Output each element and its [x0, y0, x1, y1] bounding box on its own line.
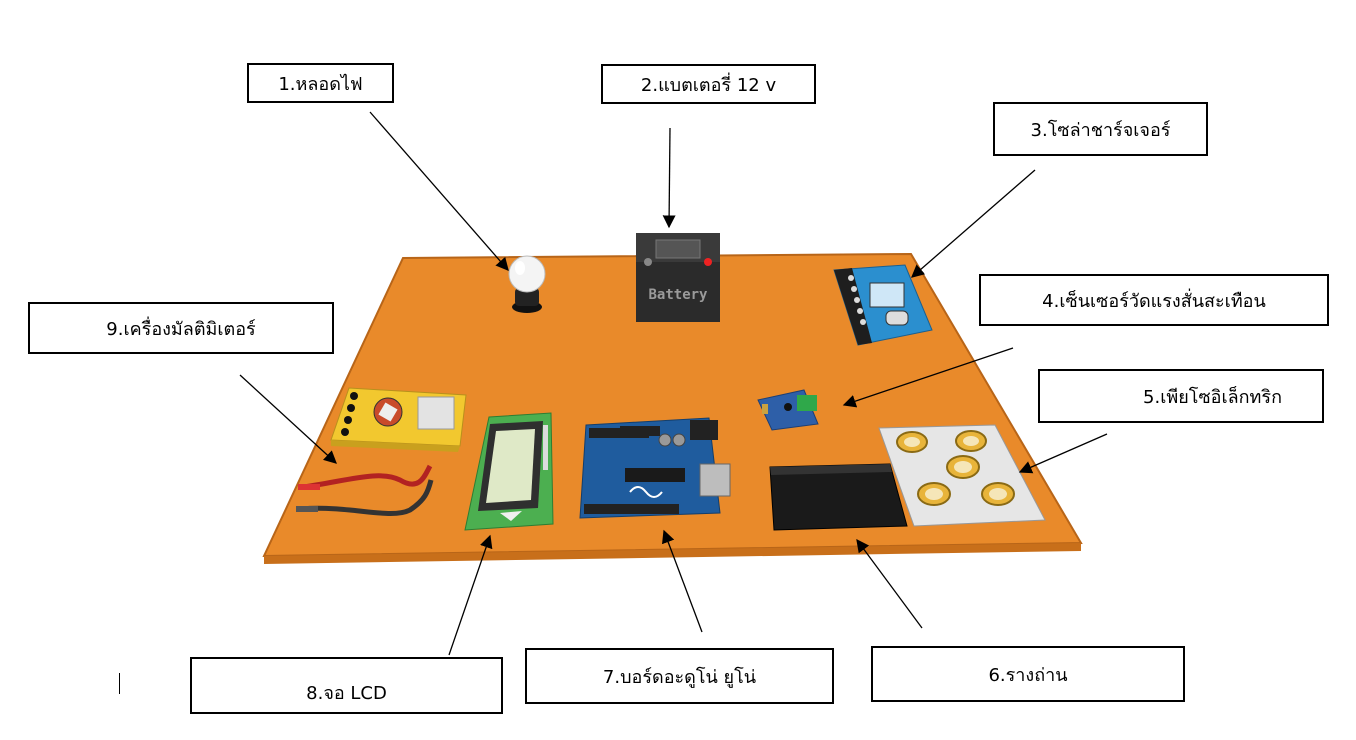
- piezo-component: [878, 424, 1046, 527]
- label-arduino: 7.บอร์ดอะดูโน่ ยูโน่: [525, 648, 834, 704]
- leader-line-multimeter: [239, 374, 337, 464]
- text-cursor: [119, 673, 120, 694]
- multimeter-component: [330, 387, 467, 452]
- battery-print-text: Battery: [648, 287, 708, 303]
- leader-line-battery-holder: [856, 538, 923, 629]
- leader-line-battery: [662, 127, 676, 229]
- label-bulb: 1.หลอดไฟ: [247, 63, 394, 103]
- leader-line-arduino: [662, 529, 703, 633]
- leader-line-bulb: [369, 111, 509, 271]
- leader-line-solar-charger: [911, 169, 1036, 278]
- bulb-component: [508, 255, 546, 313]
- label-battery-holder: 6.รางถ่าน: [871, 646, 1185, 702]
- solar-charger-component: [833, 264, 933, 346]
- label-battery: 2.แบตเตอรี่ 12 v: [601, 64, 816, 104]
- label-multimeter: 9.เครื่องมัลติมิเตอร์: [28, 302, 334, 354]
- leader-line-piezo: [1018, 433, 1108, 474]
- label-piezo: 5.เพียโซอิเล็กทริก: [1038, 369, 1324, 423]
- label-vibration-sensor: 4.เซ็นเซอร์วัดแรงสั่นสะเทือน: [979, 274, 1329, 326]
- battery-holder-component: [769, 463, 908, 531]
- leader-line-lcd: [448, 534, 493, 656]
- lcd-component: [464, 412, 554, 531]
- label-solar-charger: 3.โซล่าชาร์จเจอร์: [993, 102, 1208, 156]
- leader-lines: [239, 111, 1108, 656]
- label-lcd: 8.จอ LCD: [190, 657, 503, 714]
- multimeter-probes: [296, 464, 434, 516]
- leader-line-vibration-sensor: [842, 347, 1014, 408]
- battery-component: Battery: [636, 233, 720, 322]
- arduino-component: [579, 417, 731, 519]
- vibration-sensor-component: [757, 389, 819, 431]
